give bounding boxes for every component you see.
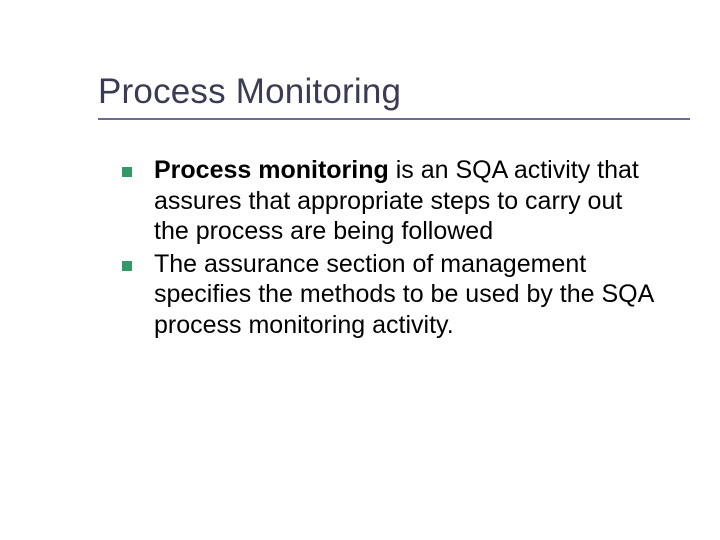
square-bullet-icon (122, 167, 132, 177)
square-bullet-icon (122, 261, 132, 271)
body-area: Process monitoring is an SQA activity th… (122, 155, 660, 342)
title-area: Process Monitoring (98, 72, 680, 112)
bullet-bold-lead: Process monitoring (154, 156, 389, 184)
bullet-text: The assurance section of management spec… (154, 249, 660, 341)
slide: Process Monitoring Process monitoring is… (0, 0, 720, 540)
bullet-text: Process monitoring is an SQA activity th… (154, 155, 660, 247)
list-item: The assurance section of management spec… (122, 249, 660, 341)
bullet-rest: The assurance section of management spec… (154, 250, 653, 339)
title-underline (98, 118, 690, 120)
slide-title: Process Monitoring (98, 72, 680, 112)
list-item: Process monitoring is an SQA activity th… (122, 155, 660, 247)
